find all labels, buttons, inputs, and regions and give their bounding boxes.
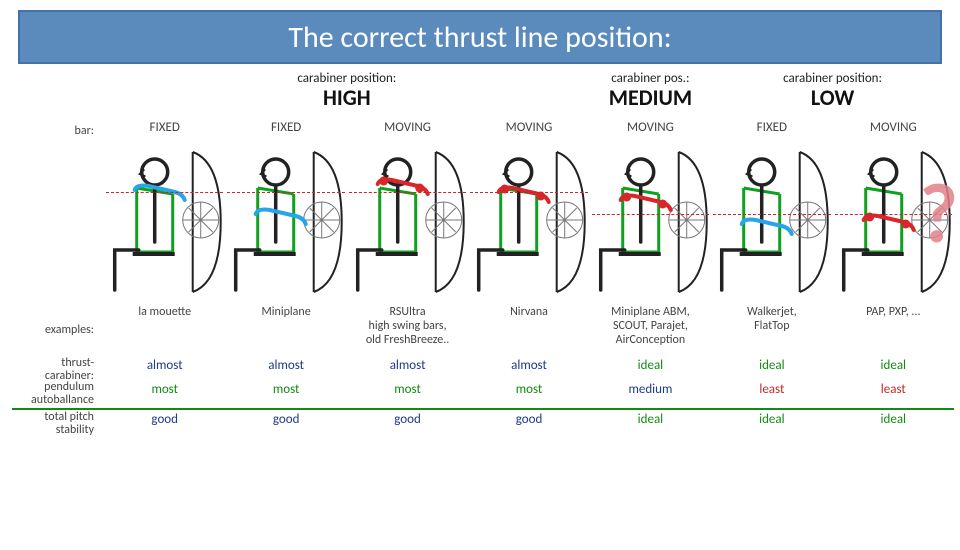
pendulum-value: least [833, 382, 954, 406]
pilot-icon [590, 142, 711, 302]
separator-line [12, 408, 954, 410]
total-pitch-value: ideal [711, 412, 832, 436]
carabiner-big: HIGH [104, 86, 590, 110]
pendulum-value: most [225, 382, 346, 406]
bar-type: FIXED [225, 120, 346, 142]
pendulum-value: least [711, 382, 832, 406]
thrust-carabiner-value: ideal [711, 358, 832, 382]
thrust-line [592, 214, 709, 215]
pilot-figure [711, 142, 832, 302]
pilot-figure: ? [833, 142, 954, 302]
thrust-line [227, 192, 344, 193]
pilot-icon [711, 142, 832, 302]
title-band: The correct thrust line position: [18, 10, 942, 64]
example-text: Nirvana [468, 302, 589, 358]
question-mark-icon: ? [919, 180, 958, 247]
thrust-line [349, 192, 466, 193]
thrust-carabiner-value: almost [225, 358, 346, 382]
total-pitch-value: good [347, 412, 468, 436]
thrust-carabiner-value: almost [468, 358, 589, 382]
example-text: Walkerjet,FlatTop [711, 302, 832, 358]
thrust-carabiner-value: ideal [590, 358, 711, 382]
pendulum-value: most [468, 382, 589, 406]
pendulum-value: medium [590, 382, 711, 406]
thrust-carabiner-value: almost [104, 358, 225, 382]
thrust-carabiner-value: almost [347, 358, 468, 382]
example-text: la mouette [104, 302, 225, 358]
comparison-table: carabiner position: HIGHcarabiner pos.: … [12, 72, 954, 436]
bar-type: MOVING [833, 120, 954, 142]
pilot-figure [104, 142, 225, 302]
total-pitch-value: good [104, 412, 225, 436]
pilot-figure [468, 142, 589, 302]
total-pitch-value: ideal [833, 412, 954, 436]
bar-type: MOVING [590, 120, 711, 142]
pilot-icon [104, 142, 225, 302]
pilot-figure [225, 142, 346, 302]
pendulum-value: most [347, 382, 468, 406]
pendulum-value: most [104, 382, 225, 406]
pilot-icon [468, 142, 589, 302]
pilot-icon [347, 142, 468, 302]
bar-type: MOVING [347, 120, 468, 142]
bar-type: FIXED [104, 120, 225, 142]
example-text: RSUltrahigh swing bars,old FreshBreeze.. [347, 302, 468, 358]
carabiner-big: LOW [711, 86, 954, 110]
thrust-line [713, 214, 830, 215]
carabiner-big: MEDIUM [590, 86, 711, 110]
pilot-icon [225, 142, 346, 302]
bar-type: FIXED [711, 120, 832, 142]
page-title: The correct thrust line position: [288, 19, 671, 56]
total-pitch-value: ideal [590, 412, 711, 436]
total-pitch-value: good [468, 412, 589, 436]
example-text: PAP, PXP, ... [833, 302, 954, 358]
pilot-figure [590, 142, 711, 302]
example-text: Miniplane ABM,SCOUT, Parajet,AirConcepti… [590, 302, 711, 358]
thrust-carabiner-value: ideal [833, 358, 954, 382]
thrust-line [470, 192, 587, 193]
bar-type: MOVING [468, 120, 589, 142]
example-text: Miniplane [225, 302, 346, 358]
total-pitch-value: good [225, 412, 346, 436]
pilot-figure [347, 142, 468, 302]
thrust-line [106, 192, 223, 193]
